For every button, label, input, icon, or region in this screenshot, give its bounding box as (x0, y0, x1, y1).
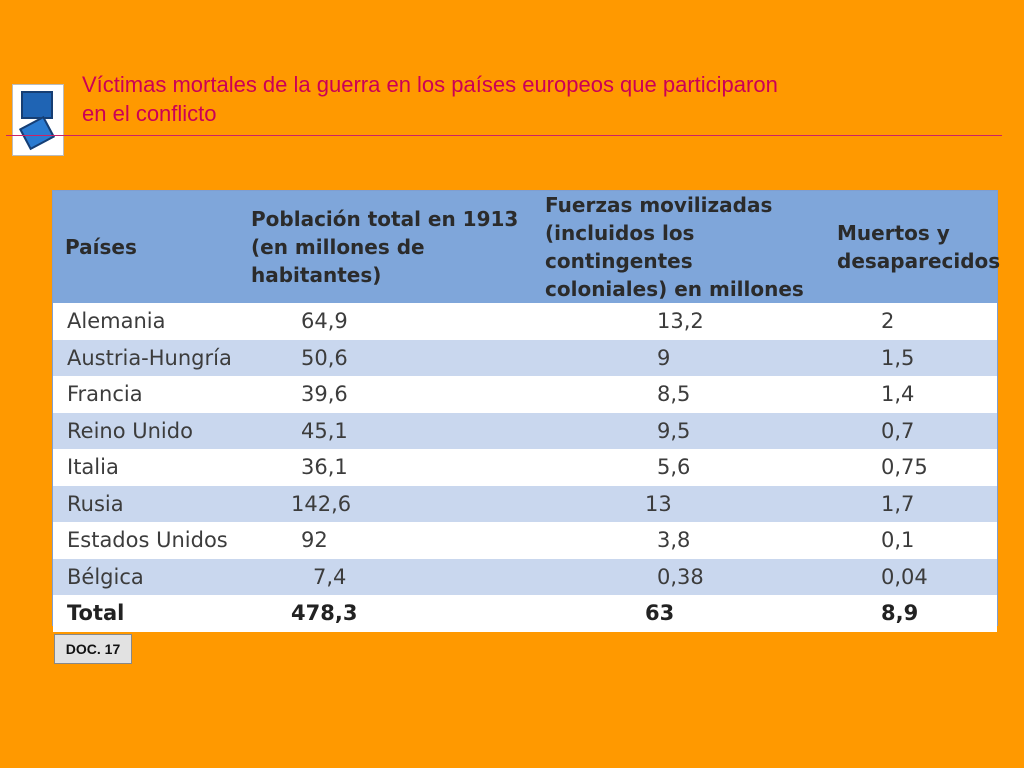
logo-icon (12, 84, 64, 156)
table-row: Estados Unidos 92 3,8 0,1 (53, 522, 997, 559)
cell-deaths: 0,75 (881, 455, 928, 480)
cell-population: 50,6 (301, 345, 348, 370)
cell-country: Estados Unidos (67, 528, 228, 553)
header-fuerzas: Fuerzas movilizadas (incluidos los conti… (545, 193, 804, 301)
cell-total-label: Total (53, 595, 239, 632)
cell-mobilized: 5,6 (657, 455, 691, 480)
cell-total-population: 478,3 (239, 595, 533, 632)
cell-total-mobilized: 63 (533, 595, 825, 632)
cell-deaths: 0,7 (881, 418, 915, 443)
cell-country: Alemania (67, 309, 166, 334)
cell-population: 142,6 (291, 491, 352, 516)
table-row: Reino Unido 45,1 9,5 0,7 (53, 412, 997, 449)
cell-mobilized: 9 (657, 345, 671, 370)
cell-population: 7,4 (313, 564, 347, 589)
cell-country: Reino Unido (67, 418, 193, 443)
cell-country: Austria-Hungría (67, 345, 232, 370)
table-row: Austria-Hungría 50,6 9 1,5 (53, 339, 997, 376)
cell-population: 92 (301, 528, 328, 553)
slide-title: Víctimas mortales de la guerra en los pa… (82, 70, 962, 128)
header-paises: Países (65, 235, 137, 259)
cell-total-deaths: 8,9 (825, 595, 997, 632)
table-header-row: Países Población total en 1913 (en millo… (53, 191, 1001, 303)
cell-population: 45,1 (301, 418, 348, 443)
logo-square-top (21, 91, 53, 119)
doc-label: DOC. 17 (54, 634, 132, 664)
cell-country: Italia (67, 455, 119, 480)
cell-mobilized: 0,38 (657, 564, 704, 589)
cell-population: 39,6 (301, 382, 348, 407)
cell-deaths: 1,7 (881, 491, 915, 516)
cell-country: Bélgica (67, 564, 144, 589)
cell-mobilized: 9,5 (657, 418, 691, 443)
title-line-1: Víctimas mortales de la guerra en los pa… (82, 72, 778, 97)
header-muertos: Muertos y desaparecidos (837, 221, 1001, 273)
cell-deaths: 0,1 (881, 528, 915, 553)
cell-population: 36,1 (301, 455, 348, 480)
table-row: Bélgica 7,4 0,38 0,04 (53, 558, 997, 595)
title-line-2: en el conflicto (82, 101, 217, 126)
cell-deaths: 0,04 (881, 564, 928, 589)
cell-mobilized: 8,5 (657, 382, 691, 407)
table-row: Francia 39,6 8,5 1,4 (53, 376, 997, 413)
cell-deaths: 1,5 (881, 345, 915, 370)
cell-population: 64,9 (301, 309, 348, 334)
table-total-row: Total 478,3 63 8,9 (53, 595, 997, 632)
cell-deaths: 2 (881, 309, 895, 334)
cell-country: Rusia (67, 491, 124, 516)
table-row: Rusia 142,6 13 1,7 (53, 485, 997, 522)
table-row: Alemania 64,9 13,2 2 (53, 303, 997, 340)
cell-mobilized: 3,8 (657, 528, 691, 553)
cell-country: Francia (67, 382, 143, 407)
logo-square-bottom (19, 115, 55, 151)
header-poblacion: Población total en 1913 (en millones de … (251, 207, 519, 287)
table-row: Italia 36,1 5,6 0,75 (53, 449, 997, 486)
cell-mobilized: 13,2 (657, 309, 704, 334)
casualties-table: Países Población total en 1913 (en millo… (52, 190, 1000, 632)
cell-deaths: 1,4 (881, 382, 915, 407)
cell-mobilized: 13 (645, 491, 672, 516)
data-table: Países Población total en 1913 (en millo… (53, 191, 1001, 632)
title-divider (6, 135, 1002, 136)
